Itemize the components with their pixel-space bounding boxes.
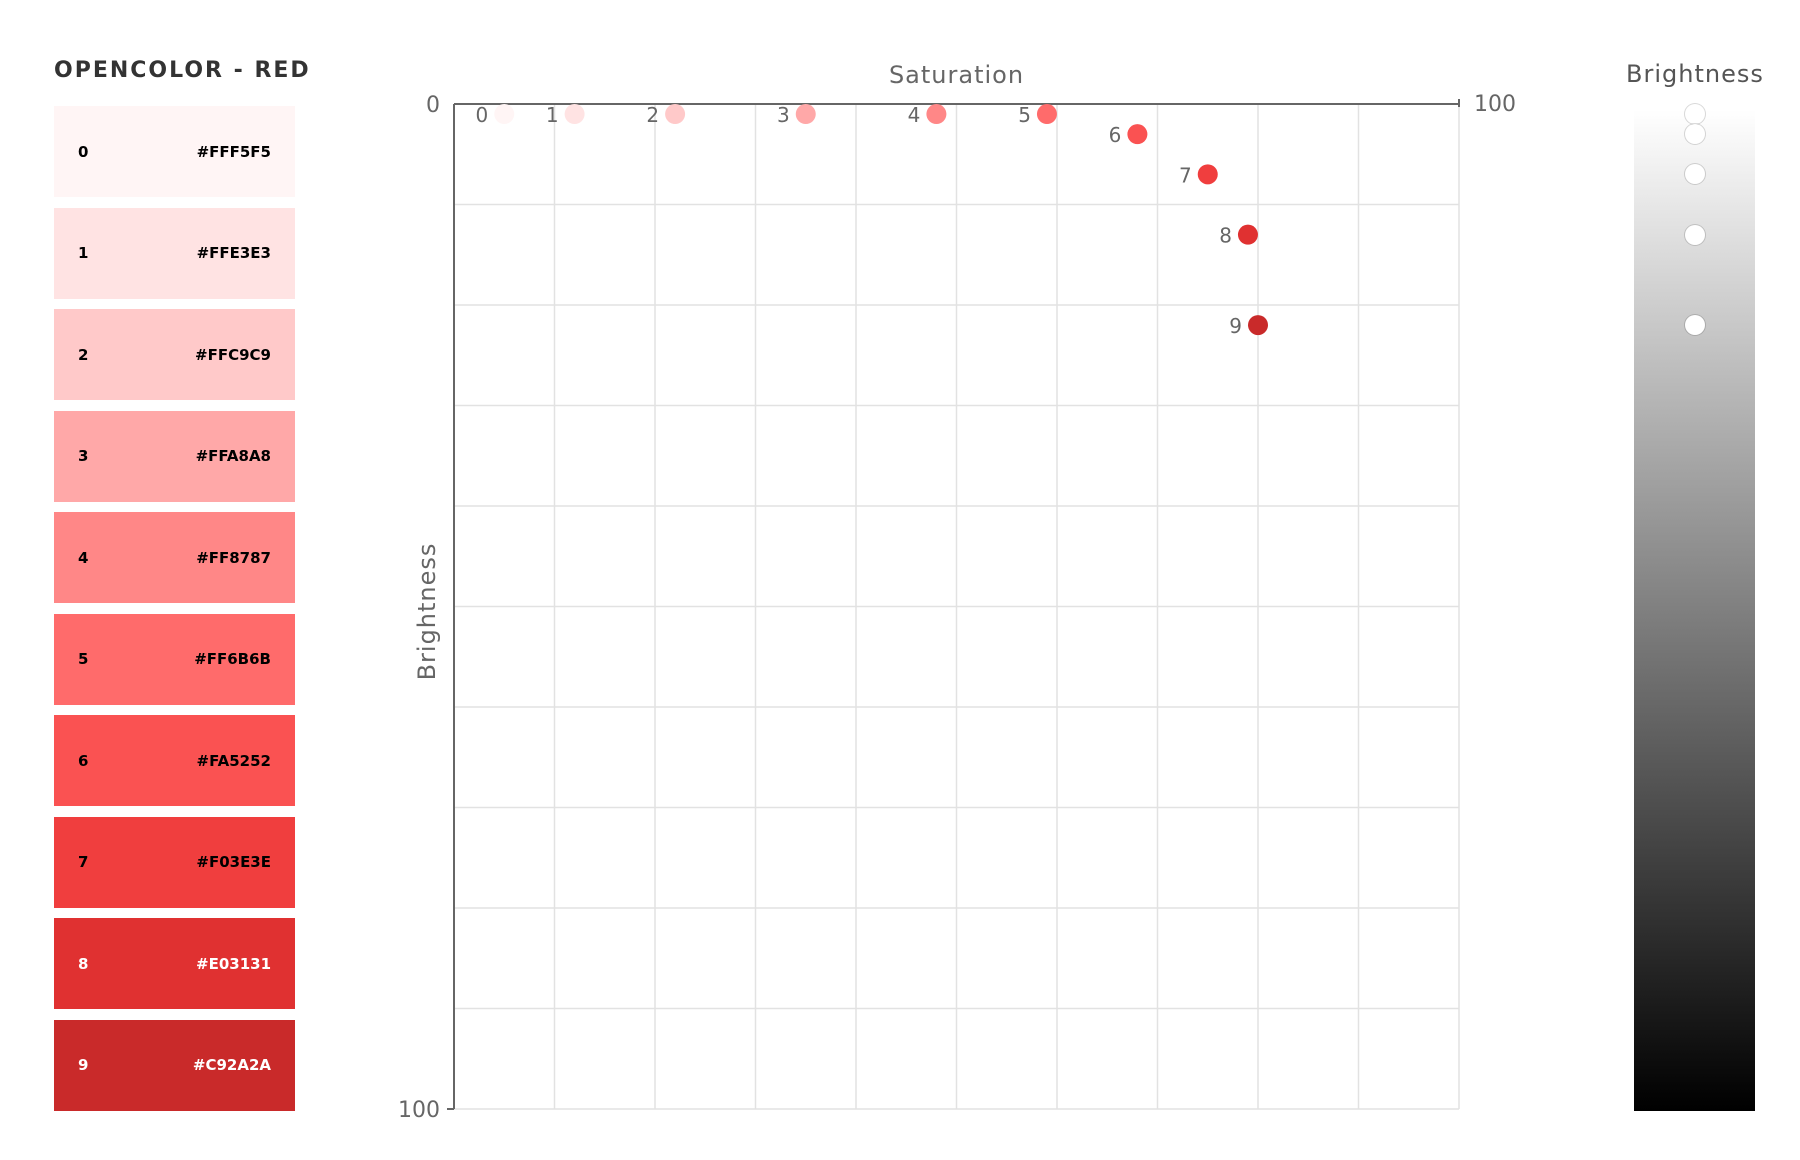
data-point-label: 3 bbox=[777, 103, 790, 127]
swatch-index: 9 bbox=[78, 1056, 89, 1074]
data-point-6 bbox=[1127, 124, 1148, 145]
swatch-8: 8 #E03131 bbox=[54, 918, 295, 1009]
swatch-index: 6 bbox=[78, 751, 89, 770]
data-point-2 bbox=[665, 104, 686, 125]
swatch-hex: #FFA8A8 bbox=[195, 447, 271, 465]
data-point-label: 5 bbox=[1018, 103, 1031, 127]
swatch-index: 2 bbox=[78, 345, 89, 364]
swatch-5: 5 #FF6B6B bbox=[54, 613, 295, 705]
x-tick-label: 100 bbox=[1474, 92, 1516, 117]
brightness-dot bbox=[1685, 315, 1705, 336]
swatch-0: 0 #FFF5F5 bbox=[54, 106, 295, 197]
swatch-1: 1 #FFE3E3 bbox=[54, 207, 295, 299]
brightness-dot bbox=[1685, 104, 1705, 125]
y-tick-label: 0 bbox=[426, 93, 440, 118]
data-point-label: 8 bbox=[1219, 224, 1232, 248]
swatch-hex: #FF8787 bbox=[196, 548, 271, 567]
palette-title: OPENCOLOR - RED bbox=[54, 58, 311, 83]
brightness-gradient-bar bbox=[1634, 110, 1755, 1111]
swatch-6: 6 #FA5252 bbox=[54, 715, 295, 806]
swatch-index: 5 bbox=[78, 650, 89, 668]
data-point-4 bbox=[926, 104, 947, 125]
data-point-7 bbox=[1197, 164, 1218, 185]
swatch-index: 7 bbox=[78, 853, 89, 871]
swatch-index: 0 bbox=[78, 142, 89, 161]
swatch-7: 7 #F03E3E bbox=[54, 816, 295, 908]
y-tick-label: 100 bbox=[398, 1098, 440, 1123]
data-point-8 bbox=[1237, 224, 1258, 245]
swatch-hex: #F03E3E bbox=[196, 853, 271, 871]
data-point-label: 1 bbox=[546, 103, 559, 127]
swatch-index: 4 bbox=[78, 548, 89, 567]
y-axis-title: Brightness bbox=[413, 543, 441, 681]
x-axis-title: Saturation bbox=[889, 61, 1024, 89]
swatch-2: 2 #FFC9C9 bbox=[54, 309, 295, 400]
data-point-label: 7 bbox=[1179, 163, 1192, 187]
swatch-3: 3 #FFA8A8 bbox=[54, 410, 295, 502]
data-point-0 bbox=[494, 104, 515, 125]
swatch-hex: #FFE3E3 bbox=[196, 244, 271, 262]
data-point-label: 2 bbox=[646, 103, 659, 127]
swatch-4: 4 #FF8787 bbox=[54, 512, 295, 603]
data-point-label: 4 bbox=[908, 103, 921, 127]
swatch-index: 3 bbox=[78, 447, 89, 465]
swatch-index: 1 bbox=[78, 244, 89, 262]
data-point-5 bbox=[1036, 104, 1057, 125]
swatch-hex: #C92A2A bbox=[192, 1056, 271, 1074]
swatch-hex: #FF6B6B bbox=[194, 650, 271, 668]
swatch-hex: #E03131 bbox=[196, 954, 271, 973]
brightness-dot bbox=[1685, 164, 1705, 185]
data-point-1 bbox=[564, 104, 585, 125]
swatch-9: 9 #C92A2A bbox=[54, 1019, 295, 1111]
swatch-list: 0 #FFF5F5 1 #FFE3E3 2 #FFC9C9 3 #FFA8A8 4 #FF8787… bbox=[54, 106, 295, 1121]
data-point-label: 0 bbox=[476, 103, 489, 127]
data-point-label: 6 bbox=[1109, 123, 1122, 147]
swatch-hex: #FA5252 bbox=[196, 751, 271, 770]
swatch-index: 8 bbox=[78, 954, 89, 973]
brightness-dot bbox=[1685, 124, 1705, 145]
swatch-hex: #FFC9C9 bbox=[195, 345, 271, 364]
brightness-panel-title: Brightness bbox=[1626, 60, 1764, 88]
data-point-9 bbox=[1248, 315, 1268, 336]
data-point-3 bbox=[795, 104, 816, 125]
swatch-hex: #FFF5F5 bbox=[196, 142, 271, 161]
brightness-dot bbox=[1685, 224, 1705, 245]
data-point-label: 9 bbox=[1229, 314, 1242, 338]
